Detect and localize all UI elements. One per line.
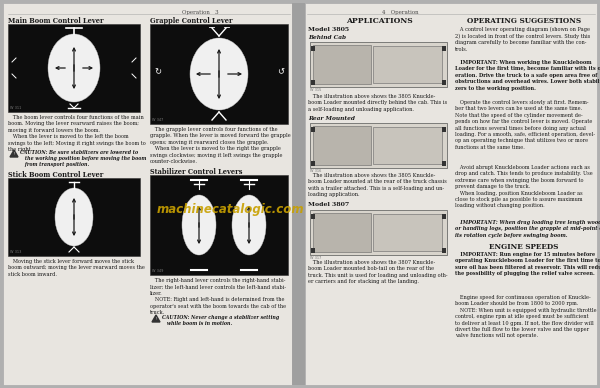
Bar bbox=[442, 214, 446, 219]
Bar bbox=[311, 80, 315, 85]
Text: !: ! bbox=[13, 152, 15, 156]
Bar bbox=[310, 42, 447, 87]
Text: Moving the stick lever forward moves the stick
boom outward; moving the lever re: Moving the stick lever forward moves the… bbox=[8, 259, 145, 277]
Text: OPERATING SUGGESTIONS: OPERATING SUGGESTIONS bbox=[467, 17, 581, 25]
Bar bbox=[3, 3, 292, 385]
Text: Stick Boom Control Lever: Stick Boom Control Lever bbox=[8, 171, 103, 179]
Bar bbox=[8, 24, 140, 112]
Bar bbox=[442, 161, 446, 166]
Text: The illustration above shows the 3807 Knuckle-
boom Loader mounted bob-tail on t: The illustration above shows the 3807 Kn… bbox=[308, 260, 448, 284]
Text: 4   Operation: 4 Operation bbox=[382, 10, 418, 15]
Text: Behind Cab: Behind Cab bbox=[308, 35, 346, 40]
Text: W 311: W 311 bbox=[10, 106, 22, 110]
Text: IMPORTANT: When working the Knuckleboom
Loader for the first time, become famili: IMPORTANT: When working the Knuckleboom … bbox=[455, 60, 600, 91]
Text: machinecatalogic.com: machinecatalogic.com bbox=[156, 203, 304, 217]
Ellipse shape bbox=[55, 188, 93, 246]
Text: W 316: W 316 bbox=[310, 169, 322, 173]
Text: W 317: W 317 bbox=[310, 256, 322, 260]
Text: Operate the control levers slowly at first. Remem-
ber that two levers can be us: Operate the control levers slowly at fir… bbox=[455, 100, 595, 150]
Bar bbox=[8, 178, 140, 256]
Text: W 315: W 315 bbox=[310, 88, 322, 92]
Bar bbox=[311, 248, 315, 253]
Ellipse shape bbox=[232, 195, 266, 255]
Bar bbox=[373, 214, 442, 251]
Bar bbox=[313, 45, 371, 84]
Bar bbox=[442, 80, 446, 85]
Text: The illustration above shows the 3805 Knuckle-
boom Loader mounted at the rear o: The illustration above shows the 3805 Kn… bbox=[308, 173, 447, 197]
Text: CAUTION: Never change a stabilizer setting
   while boom is in motion.: CAUTION: Never change a stabilizer setti… bbox=[162, 315, 279, 326]
Text: APPLICATIONS: APPLICATIONS bbox=[346, 17, 413, 25]
Bar bbox=[313, 213, 371, 252]
Text: W 349: W 349 bbox=[152, 269, 163, 273]
Text: W 347: W 347 bbox=[152, 118, 163, 122]
Polygon shape bbox=[152, 315, 160, 322]
Text: Main Boom Control Lever: Main Boom Control Lever bbox=[8, 17, 104, 25]
Text: ↺: ↺ bbox=[277, 68, 284, 76]
Text: Operation   3: Operation 3 bbox=[182, 10, 218, 15]
Bar bbox=[442, 248, 446, 253]
Text: The right-hand lever controls the right-hand stabi-
lizer; the left-hand lever c: The right-hand lever controls the right-… bbox=[150, 278, 286, 315]
Text: CAUTION: Be sure stabilizers are lowered to
   the working position before movin: CAUTION: Be sure stabilizers are lowered… bbox=[20, 150, 146, 167]
Bar bbox=[292, 3, 305, 385]
Bar bbox=[305, 3, 597, 385]
Bar bbox=[310, 123, 447, 168]
Text: The grapple lever controls four functions of the
grapple. When the lever is move: The grapple lever controls four function… bbox=[150, 127, 291, 164]
Bar bbox=[373, 127, 442, 164]
Bar bbox=[311, 46, 315, 51]
Bar bbox=[311, 214, 315, 219]
Text: The boom lever controls four functions of the main
boom. Moving the lever rearwa: The boom lever controls four functions o… bbox=[8, 115, 146, 152]
Text: IMPORTANT: When drag loading tree length wood
or handling logs, position the gra: IMPORTANT: When drag loading tree length… bbox=[455, 220, 600, 238]
Polygon shape bbox=[10, 150, 18, 157]
Text: The illustration above shows the 3805 Knuckle-
boom Loader mounted directly behi: The illustration above shows the 3805 Kn… bbox=[308, 94, 447, 112]
Bar bbox=[442, 46, 446, 51]
Bar bbox=[150, 24, 288, 124]
Bar bbox=[311, 127, 315, 132]
Bar bbox=[373, 46, 442, 83]
Ellipse shape bbox=[48, 34, 100, 102]
Text: ↻: ↻ bbox=[154, 68, 161, 76]
Bar bbox=[442, 127, 446, 132]
Text: Model 3805: Model 3805 bbox=[308, 27, 349, 32]
Text: Grapple Control Lever: Grapple Control Lever bbox=[150, 17, 233, 25]
Text: !: ! bbox=[155, 317, 157, 321]
Text: W 313: W 313 bbox=[10, 250, 22, 254]
Text: Rear Mounted: Rear Mounted bbox=[308, 116, 355, 121]
Ellipse shape bbox=[182, 195, 216, 255]
Text: ENGINE SPEEDS: ENGINE SPEEDS bbox=[490, 243, 559, 251]
Bar bbox=[150, 175, 288, 275]
Bar bbox=[313, 126, 371, 165]
Bar bbox=[310, 210, 447, 255]
Bar bbox=[311, 161, 315, 166]
Text: Avoid abrupt Knuckleboom Loader actions such as
drop and catch. This tends to pr: Avoid abrupt Knuckleboom Loader actions … bbox=[455, 165, 593, 208]
Text: IMPORTANT: Run engine for 15 minutes before
operating Knuckleboom Loader for the: IMPORTANT: Run engine for 15 minutes bef… bbox=[455, 252, 600, 276]
Ellipse shape bbox=[190, 38, 248, 110]
Text: Engine speed for continuous operation of Knuckle-
boom Loader should be from 180: Engine speed for continuous operation of… bbox=[455, 295, 596, 338]
Text: A control lever operating diagram (shown on Page
2) is located in front of the c: A control lever operating diagram (shown… bbox=[455, 27, 590, 52]
Text: Stabilizer Control Levers: Stabilizer Control Levers bbox=[150, 168, 242, 176]
Text: Model 3807: Model 3807 bbox=[308, 202, 349, 207]
